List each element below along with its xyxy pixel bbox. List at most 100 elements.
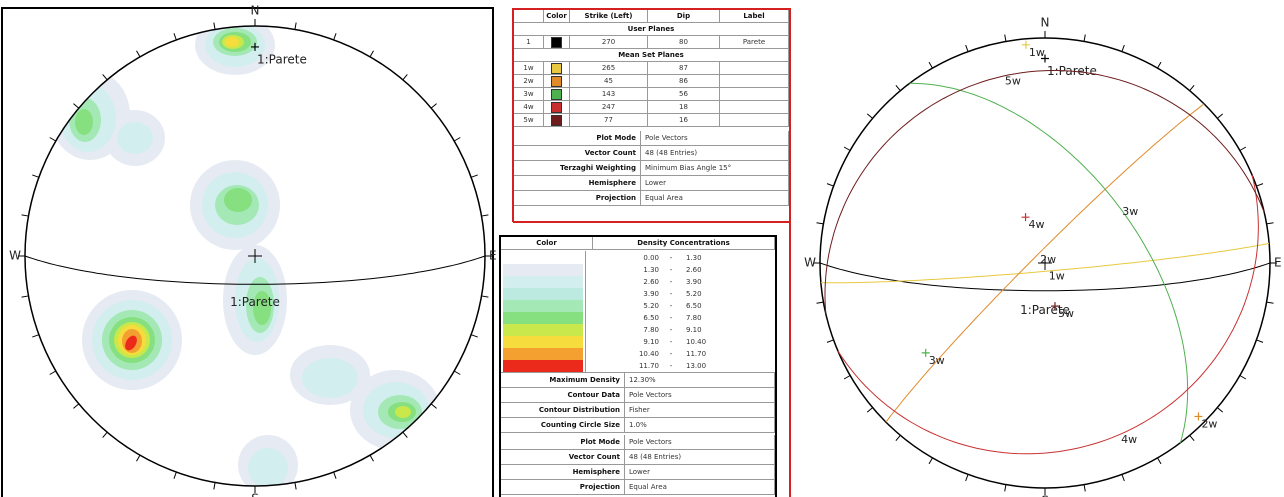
azimuth-tick [102, 431, 108, 438]
azimuth-tick [49, 137, 57, 142]
bin-low: 11.70 [638, 362, 659, 370]
azimuth-tick [1256, 339, 1264, 343]
table-row: Maximum Density 12.30% [501, 373, 775, 388]
bin-low: 3.90 [643, 290, 659, 298]
table-row: Projection Equal Area [501, 480, 775, 495]
great-circle [824, 70, 1265, 314]
table-row: Counting Circle Size 1.0% [501, 418, 775, 433]
bin-separator: - [669, 290, 673, 298]
azimuth-tick [816, 301, 824, 304]
table-row: 1w 265 87 [514, 62, 789, 75]
strike: 265 [570, 62, 648, 74]
property-value: Lower [641, 176, 789, 190]
table-row: User Planes [514, 23, 789, 36]
east-label: E [1274, 256, 1282, 270]
great-circle [909, 82, 1189, 443]
table-row: 4w 247 18 [514, 101, 789, 114]
pole-marker [251, 42, 259, 51]
color-band [503, 300, 583, 312]
azimuth-tick [1256, 183, 1264, 187]
label [720, 114, 789, 126]
north-label: N [1041, 16, 1050, 30]
pole-label: 3w [929, 354, 945, 367]
bin-separator: - [669, 338, 673, 346]
property-name: Contour Data [501, 388, 625, 402]
pole-marker [1194, 412, 1203, 421]
density-panel-border [499, 235, 777, 497]
azimuth-tick [1266, 222, 1274, 225]
pole-label: 4w [1029, 218, 1045, 231]
azimuth-tick [21, 214, 29, 217]
azimuth-tick [453, 370, 461, 375]
bin-low: 0.00 [643, 254, 659, 262]
south-label: S [251, 492, 259, 497]
azimuth-tick [843, 146, 851, 151]
plane-label: 2w [1040, 253, 1056, 266]
color-band [503, 336, 583, 348]
density-table: Color Density Concentrations 0.00 - 1.30 1.30… [501, 237, 775, 497]
bin-high: 10.40 [686, 338, 707, 346]
set-id: 1 [514, 36, 544, 48]
azimuth-tick [136, 50, 141, 58]
bin-separator: - [669, 362, 673, 370]
color-cell [544, 75, 570, 87]
great-circle [819, 262, 1271, 292]
bin-low: 7.80 [643, 326, 659, 334]
azimuth-tick [49, 370, 57, 375]
plane-label: 1w [1049, 269, 1065, 282]
bin-high: 1.30 [686, 254, 702, 262]
property-name: Plot Mode [514, 131, 641, 145]
property-value: Pole Vectors [641, 131, 789, 145]
color-swatch [551, 88, 562, 100]
azimuth-tick [73, 403, 80, 409]
plane-label: 3w [1122, 205, 1138, 218]
azimuth-tick [32, 174, 40, 178]
azimuth-tick [402, 431, 408, 438]
property-value: 48 (48 Entries) [641, 146, 789, 160]
set-id: 5w [514, 114, 544, 126]
color-band [503, 324, 583, 336]
color-band [503, 360, 583, 372]
azimuth-tick [173, 471, 177, 479]
azimuth-tick [453, 137, 461, 142]
azimuth-tick [173, 33, 177, 41]
color-swatch [551, 36, 562, 48]
property-value: 1.0% [625, 418, 775, 432]
property-value: Equal Area [641, 191, 789, 205]
azimuth-tick [1157, 457, 1162, 465]
color-swatch [551, 62, 562, 74]
color-band [503, 288, 583, 300]
strike: 270 [570, 36, 648, 48]
table-row: Plot Mode Pole Vectors [501, 435, 775, 450]
property-value: Minimum Bias Angle 15° [641, 161, 789, 175]
color-band [503, 252, 583, 264]
column-header: Label [720, 10, 789, 22]
dip: 16 [648, 114, 720, 126]
south-label: S [1041, 494, 1049, 497]
dip: 56 [648, 88, 720, 100]
property-value: Pole Vectors [625, 435, 775, 449]
color-cell [544, 62, 570, 74]
azimuth-tick [1266, 301, 1274, 304]
plane-label: 1:Parete [230, 295, 280, 309]
table-row: Hemisphere Lower [501, 465, 775, 480]
bin-separator: - [669, 254, 673, 262]
column-header: Dip [648, 10, 720, 22]
azimuth-tick [1189, 435, 1195, 442]
density-legend: 0.00 - 1.30 1.30 - 2.60 2.60 - 3.90 3.90 - 5.20 5.20… [501, 251, 775, 373]
azimuth-tick [481, 214, 489, 217]
azimuth-tick [102, 74, 108, 81]
color-band [503, 276, 583, 288]
color-cell [544, 101, 570, 113]
property-name: Plot Mode [501, 435, 625, 449]
azimuth-tick [928, 61, 933, 69]
strike: 77 [570, 114, 648, 126]
azimuth-tick [213, 22, 216, 30]
bin-high: 9.10 [686, 326, 702, 334]
bin-high: 11.70 [686, 350, 707, 358]
label [720, 75, 789, 87]
cell [514, 10, 544, 22]
azimuth-tick [73, 103, 80, 109]
